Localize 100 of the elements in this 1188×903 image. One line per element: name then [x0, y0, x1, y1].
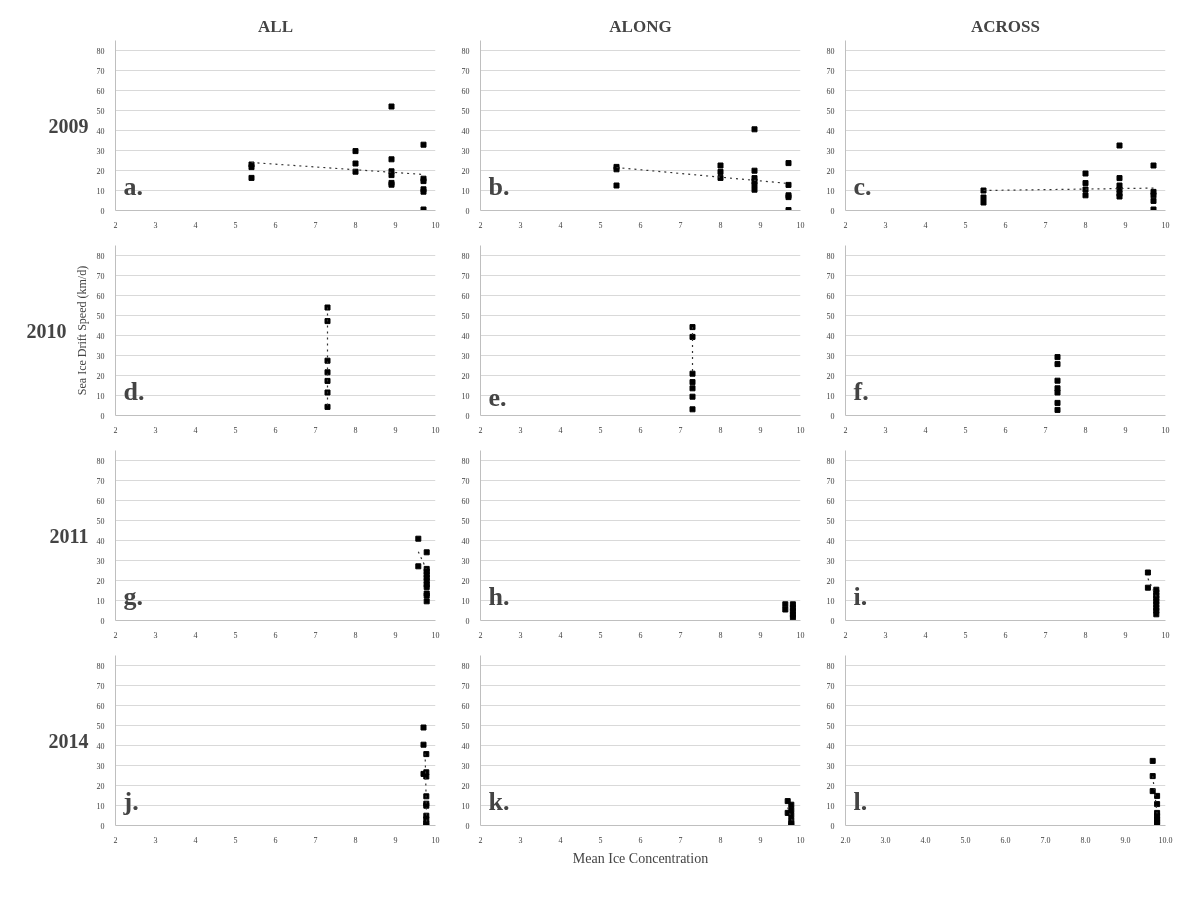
y-tick-label: 80	[826, 661, 835, 671]
y-tick-label: 40	[96, 741, 105, 751]
y-tick-label: 30	[461, 351, 470, 361]
annotation: g.	[123, 581, 143, 611]
x-tick-label: 8	[1083, 220, 1088, 230]
x-tick-label: 8	[353, 425, 358, 435]
x-tick-label: 4	[923, 630, 928, 640]
y-tick-label: 10	[96, 391, 105, 401]
y-tick-label: 80	[461, 251, 470, 261]
y-tick-label: 20	[826, 166, 835, 176]
x-tick-label: 8	[718, 835, 723, 845]
y-tick-label: 20	[461, 166, 470, 176]
y-tick-label: 60	[826, 496, 835, 506]
x-tick-label: 9	[1123, 220, 1128, 230]
y-tick-label: 60	[826, 701, 835, 711]
y-tick-label: 20	[96, 576, 105, 586]
x-tick-label: 3	[518, 630, 523, 640]
x-tick-label: 6	[638, 425, 643, 435]
y-tick-label: 70	[461, 66, 470, 76]
y-tick-label: 30	[461, 556, 470, 566]
y-tick-label: 10	[826, 801, 835, 811]
y-tick-label: 0	[830, 411, 835, 421]
y-tick-label: 60	[461, 291, 470, 301]
x-tick-label: 6	[273, 220, 278, 230]
y-tick-label: 0	[830, 821, 835, 831]
x-tick-label: 5	[233, 835, 238, 845]
y-tick-label: 10	[826, 391, 835, 401]
y-tick-label: 0	[100, 616, 105, 626]
x-tick-label: 3	[883, 220, 888, 230]
x-tick-label: 9	[393, 425, 398, 435]
x-tick-label: 7	[678, 425, 683, 435]
y-tick-label: 40	[826, 126, 835, 136]
y-tick-label: 0	[100, 821, 105, 831]
y-tick-label: 30	[826, 146, 835, 156]
x-tick-label: 10	[1161, 220, 1170, 230]
annotation: b.	[488, 171, 510, 201]
y-tick-label: 70	[96, 271, 105, 281]
x-tick-label: 2	[843, 425, 848, 435]
x-tick-label: 4	[558, 220, 563, 230]
x-tick-label: 4	[193, 630, 198, 640]
x-tick-label: 8.0	[1080, 835, 1091, 845]
x-tick-label: 8	[353, 220, 358, 230]
x-tick-label: 9.0	[1120, 835, 1131, 845]
y-tick-label: 70	[96, 681, 105, 691]
x-tick-label: 5	[963, 425, 968, 435]
x-tick-label: 2	[843, 630, 848, 640]
y-tick-label: 20	[96, 166, 105, 176]
x-tick-label: 5	[598, 425, 603, 435]
x-tick-label: 6	[1003, 630, 1008, 640]
y-tick-label: 70	[826, 681, 835, 691]
y-tick-label: 10	[826, 186, 835, 196]
y-tick-label: 10	[96, 186, 105, 196]
chart-title: ALONG	[609, 16, 672, 36]
annotation: h.	[488, 581, 510, 611]
x-tick-label: 9	[758, 835, 763, 845]
y-tick-label: 10	[96, 801, 105, 811]
x-tick-label: 3.0	[880, 835, 891, 845]
x-tick-label: 5	[233, 425, 238, 435]
x-tick-label: 9	[1123, 630, 1128, 640]
y-tick-label: 60	[461, 496, 470, 506]
x-tick-label: 6	[1003, 220, 1008, 230]
y-tick-label: 20	[826, 371, 835, 381]
y-tick-label: 30	[96, 761, 105, 771]
x-tick-label: 8	[353, 835, 358, 845]
y-tick-label: 30	[826, 556, 835, 566]
y-tick-label: 30	[461, 146, 470, 156]
x-tick-label: 7	[678, 220, 683, 230]
x-tick-label: 6	[638, 835, 643, 845]
x-tick-label: 3	[153, 220, 158, 230]
y-tick-label: 10	[461, 186, 470, 196]
x-tick-label: 10	[431, 220, 440, 230]
x-tick-label: 2.0	[840, 835, 851, 845]
y-tick-label: 40	[826, 331, 835, 341]
y-tick-label: 30	[96, 351, 105, 361]
x-tick-label: 4	[923, 425, 928, 435]
x-tick-label: 5	[233, 630, 238, 640]
x-tick-label: 6	[273, 835, 278, 845]
x-tick-label: 9	[758, 425, 763, 435]
x-tick-label: 4.0	[920, 835, 931, 845]
y-tick-label: 60	[826, 291, 835, 301]
x-tick-label: 6	[1003, 425, 1008, 435]
x-tick-label: 2	[113, 630, 118, 640]
x-tick-label: 9	[1123, 425, 1128, 435]
text: 2010	[26, 319, 67, 342]
x-tick-label: 7	[678, 835, 683, 845]
annotation: i.	[853, 581, 868, 611]
y-tick-label: 60	[461, 86, 470, 96]
y-tick-label: 40	[461, 536, 470, 546]
y-tick-label: 80	[96, 456, 105, 466]
y-tick-label: 40	[826, 536, 835, 546]
x-tick-label: 9	[393, 835, 398, 845]
annotation: j.	[122, 786, 139, 816]
y-tick-label: 40	[96, 331, 105, 341]
x-tick-label: 6	[273, 425, 278, 435]
x-tick-label: 7	[1043, 630, 1048, 640]
x-tick-label: 4	[193, 425, 198, 435]
x-tick-label: 10	[796, 835, 805, 845]
x-tick-label: 2	[113, 425, 118, 435]
x-tick-label: 9	[758, 220, 763, 230]
y-tick-label: 70	[826, 476, 835, 486]
